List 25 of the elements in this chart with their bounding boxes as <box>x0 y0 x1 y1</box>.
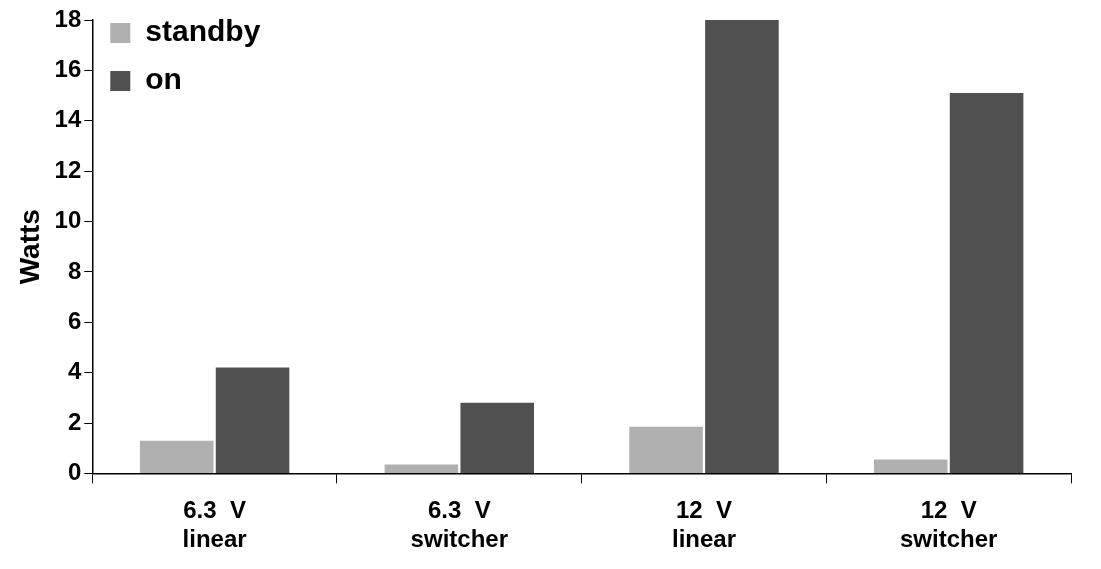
y-tick-label: 2 <box>67 407 82 435</box>
x-tick-label: 6.3 V linear <box>182 496 247 553</box>
x-tick-label: 12 V switcher <box>899 496 998 553</box>
y-tick-label: 10 <box>54 206 82 234</box>
y-tick-label: 0 <box>67 458 82 486</box>
y-tick-label: 4 <box>67 357 82 385</box>
bar <box>139 440 214 473</box>
bar <box>873 459 948 473</box>
bar <box>384 464 459 473</box>
y-tick-label: 16 <box>54 55 82 82</box>
bar <box>629 426 703 473</box>
x-tick-label: 12 V linear <box>671 496 736 553</box>
legend-label: on <box>145 62 182 96</box>
y-axis-title: Watts <box>13 209 45 285</box>
y-tick-label: 14 <box>54 105 82 133</box>
y-tick-label: 12 <box>54 155 82 183</box>
bar <box>949 93 1024 473</box>
legend-label: standby <box>145 14 261 48</box>
bar <box>705 20 779 473</box>
x-tick-label: 6.3 V switcher <box>410 496 508 553</box>
bar <box>460 402 535 473</box>
y-tick-label: 8 <box>67 256 82 284</box>
y-tick-label: 6 <box>67 306 82 334</box>
y-tick-label: 18 <box>54 4 82 32</box>
bar <box>215 367 290 473</box>
